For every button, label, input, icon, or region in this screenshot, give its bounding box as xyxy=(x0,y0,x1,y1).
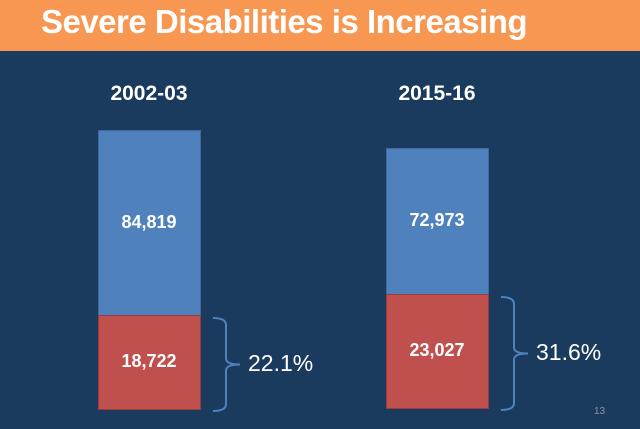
bar-segment-severe-2002-03 xyxy=(98,315,201,410)
curly-brace-icon xyxy=(212,317,241,412)
curly-brace-icon xyxy=(500,296,529,411)
data-label-severe-2002-03: 18,722 xyxy=(121,350,177,371)
slide-title: Severe Disabilities is Increasing xyxy=(40,3,528,40)
bar-segment-severe-2015-16 xyxy=(386,294,489,409)
category-label-2002-03: 2002-03 xyxy=(110,82,188,105)
page-number: 13 xyxy=(594,406,606,417)
data-label-severe-2015-16: 23,027 xyxy=(409,339,465,360)
title-banner xyxy=(0,0,640,51)
percentage-annotation-2015-16: 31.6% xyxy=(536,338,602,365)
category-label-2015-16: 2015-16 xyxy=(398,82,476,105)
data-label-other-2002-03: 84,819 xyxy=(121,211,177,232)
data-label-other-2015-16: 72,973 xyxy=(409,210,465,230)
bar-segment-other-2002-03 xyxy=(98,130,201,316)
percentage-annotation-2002-03: 22.1% xyxy=(248,349,314,376)
